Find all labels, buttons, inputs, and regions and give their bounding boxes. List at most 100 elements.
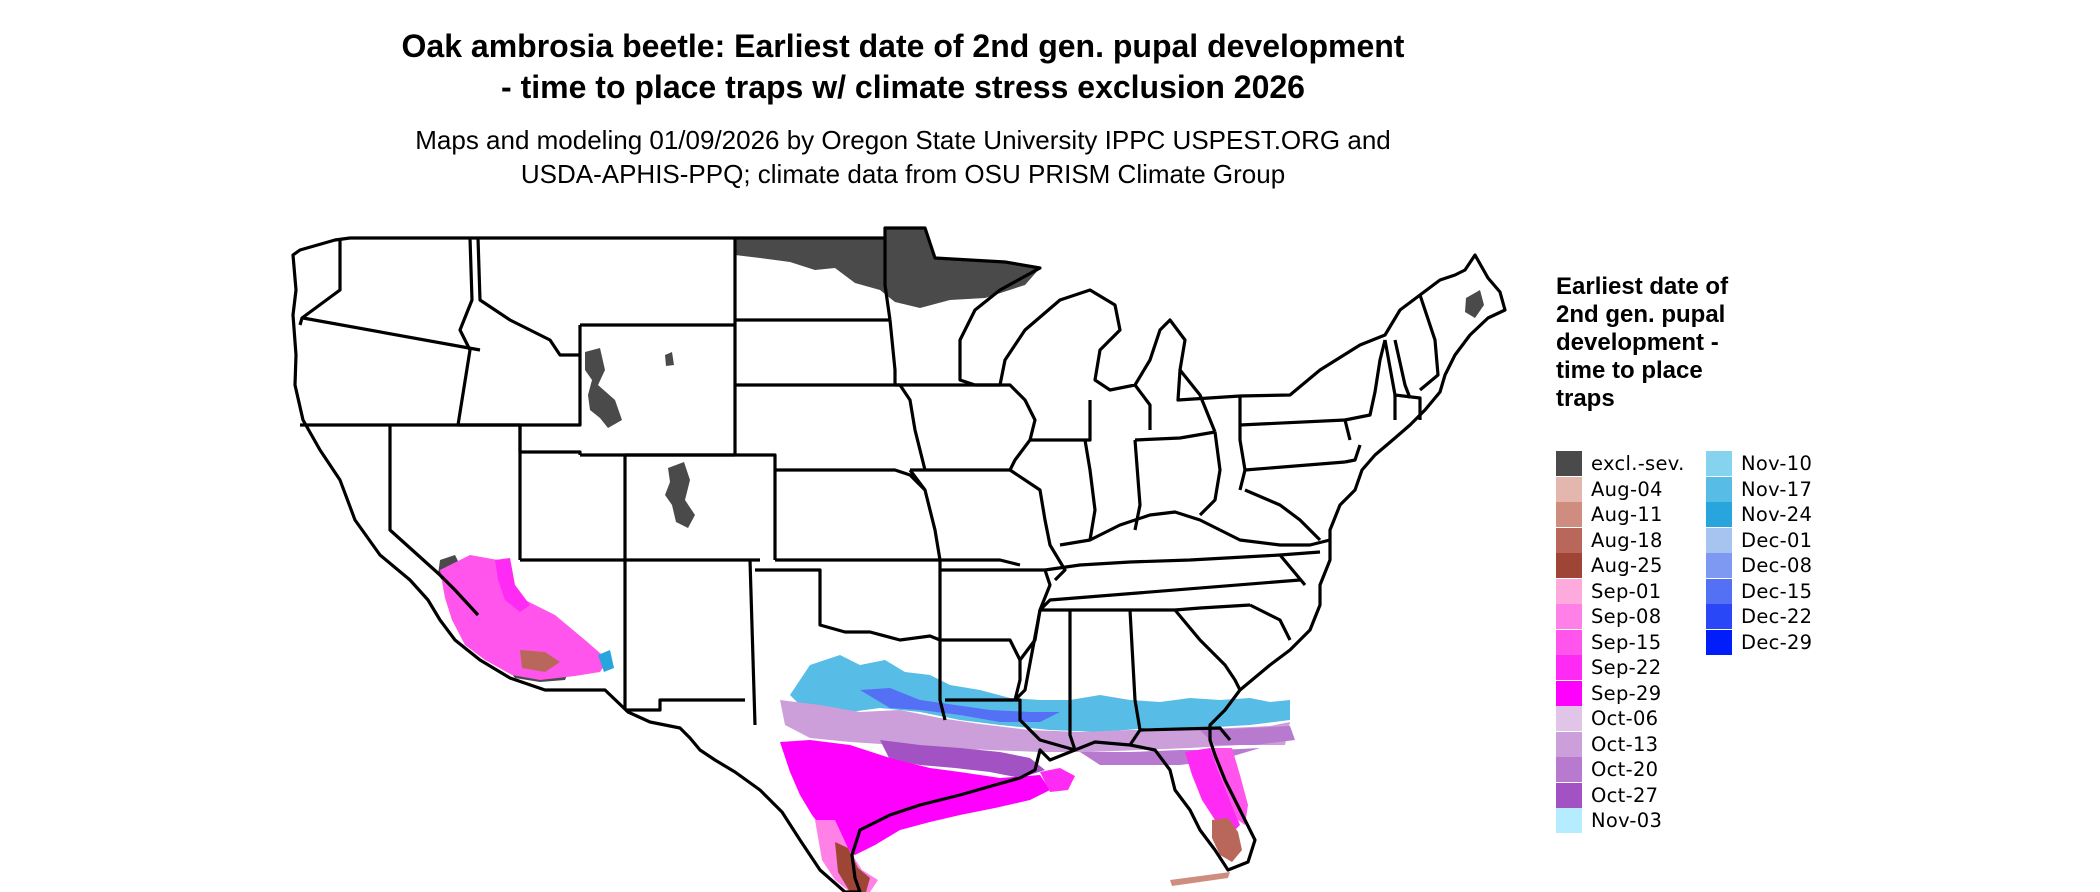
map-title-line1: Oak ambrosia beetle: Earliest date of 2n… — [401, 28, 1405, 64]
zone-texas-magenta — [780, 740, 1050, 855]
zone-southwest-blue — [598, 650, 614, 672]
legend-item: Aug-25 — [1556, 553, 1685, 579]
legend-label: Dec-08 — [1741, 554, 1813, 578]
zone-gulf-lavender — [780, 700, 1290, 752]
zone-gulf-blue — [790, 655, 1290, 732]
legend-swatch — [1556, 476, 1582, 502]
legend-swatch — [1706, 629, 1732, 655]
date-zones — [440, 555, 1295, 892]
legend-item: Dec-15 — [1706, 578, 1813, 605]
legend-swatch — [1706, 476, 1732, 502]
legend-swatch — [1556, 629, 1582, 655]
legend-swatch — [1556, 553, 1582, 579]
legend-item: Nov-03 — [1556, 808, 1685, 834]
legend-label: Sep-22 — [1591, 656, 1662, 680]
legend-swatch — [1556, 731, 1582, 757]
legend-swatch — [1706, 502, 1732, 528]
legend-swatch — [1556, 706, 1582, 732]
zone-southwest-brown — [520, 650, 560, 672]
legend-label: Oct-06 — [1591, 707, 1659, 731]
legend-item: Oct-06 — [1556, 706, 1685, 732]
map-title-line2: - time to place traps w/ climate stress … — [501, 69, 1305, 105]
legend-label: Nov-03 — [1591, 809, 1663, 833]
state-boundaries — [291, 226, 1507, 892]
map-title: Oak ambrosia beetle: Earliest date of 2n… — [0, 26, 1806, 108]
legend-label: Nov-17 — [1741, 477, 1813, 501]
legend-label: Aug-04 — [1591, 477, 1663, 501]
legend-label: Sep-08 — [1591, 605, 1662, 629]
legend-item: Nov-10 — [1706, 451, 1812, 477]
legend-label: Sep-15 — [1591, 630, 1662, 654]
legend-swatch — [1556, 527, 1582, 553]
legend-item: Oct-27 — [1556, 782, 1685, 809]
zone-gulf-purple — [880, 740, 1045, 778]
legend-swatch — [1556, 782, 1582, 808]
zone-southwest-magenta — [495, 558, 530, 612]
legend-label: Nov-10 — [1741, 452, 1813, 476]
legend-item: Sep-22 — [1556, 655, 1685, 681]
legend-item: Dec-01 — [1706, 527, 1813, 554]
legend-item: Oct-20 — [1556, 757, 1685, 783]
legend-title: Earliest date of 2nd gen. pupal developm… — [1556, 273, 1729, 412]
map-subtitle-line1: Maps and modeling 01/09/2026 by Oregon S… — [415, 125, 1391, 155]
legend-label: Dec-29 — [1741, 630, 1813, 654]
map-subtitle-line2: USDA-APHIS-PPQ; climate data from OSU PR… — [520, 159, 1286, 189]
exclusion-minnesota-north — [735, 228, 1040, 308]
legend-swatch — [1556, 502, 1582, 528]
legend-item: Sep-29 — [1556, 680, 1685, 707]
map-legend: Earliest date of 2nd gen. pupal developm… — [1556, 273, 1812, 834]
legend-item: Dec-22 — [1706, 604, 1812, 630]
legend-label: Oct-27 — [1591, 783, 1659, 807]
legend-label: Sep-01 — [1591, 579, 1662, 603]
national-outline — [291, 226, 1507, 892]
exclusion-wyoming-small — [665, 352, 674, 366]
legend-swatch — [1706, 553, 1732, 579]
legend-label: Oct-13 — [1591, 732, 1659, 756]
legend-label: Sep-29 — [1591, 681, 1662, 705]
legend-label: Aug-18 — [1591, 528, 1663, 552]
legend-swatch — [1706, 451, 1732, 477]
legend-label: Dec-01 — [1741, 528, 1813, 552]
zone-florida-magenta — [1185, 748, 1240, 835]
exclusion-maine — [1465, 290, 1484, 318]
legend-swatch — [1556, 604, 1582, 630]
zone-louisiana-magenta — [1040, 768, 1075, 792]
legend-item: Aug-11 — [1556, 502, 1685, 528]
legend-swatch — [1556, 808, 1582, 834]
legend-swatch — [1706, 578, 1732, 604]
legend-item: Aug-04 — [1556, 476, 1685, 503]
legend-item: Dec-29 — [1706, 629, 1813, 656]
legend-swatch — [1556, 655, 1582, 681]
legend-item: Nov-17 — [1706, 476, 1813, 503]
legend-item: Sep-08 — [1556, 604, 1685, 630]
legend-column-1: excl.-sev. Aug-04 Aug-11 Aug-18 Aug-25 Sep-01… — [1556, 451, 1685, 834]
legend-label: Oct-20 — [1591, 758, 1659, 782]
legend-label: Dec-22 — [1741, 605, 1813, 629]
legend-item: Sep-15 — [1556, 629, 1685, 656]
legend-swatch — [1556, 578, 1582, 604]
legend-label: Dec-15 — [1741, 579, 1813, 603]
legend-swatch — [1556, 680, 1582, 706]
zone-florida-brown — [1212, 818, 1242, 862]
zone-gulf-deepblue — [860, 688, 1060, 722]
legend-label: Aug-25 — [1591, 554, 1663, 578]
zone-florida-keys — [1170, 872, 1230, 886]
legend-column-2: Nov-10 Nov-17 Nov-24 Dec-01 Dec-08 Dec-15 Dec-… — [1706, 451, 1812, 655]
exclusion-wyoming-mountains — [585, 348, 622, 428]
legend-item: Oct-13 — [1556, 731, 1685, 758]
legend-item: excl.-sev. — [1556, 451, 1685, 477]
legend-swatch — [1556, 451, 1582, 477]
exclusion-colorado-mountains — [665, 462, 695, 528]
legend-item: Dec-08 — [1706, 553, 1812, 579]
legend-swatch — [1556, 757, 1582, 783]
legend-swatch — [1706, 527, 1732, 553]
legend-swatch — [1706, 604, 1732, 630]
legend-item: Nov-24 — [1706, 502, 1812, 528]
legend-item: Sep-01 — [1556, 578, 1685, 605]
legend-item: Aug-18 — [1556, 527, 1685, 554]
legend-label: Aug-11 — [1591, 503, 1663, 527]
legend-label: Nov-24 — [1741, 503, 1813, 527]
zone-southwest-pink — [440, 555, 608, 680]
legend-label: excl.-sev. — [1591, 452, 1685, 476]
